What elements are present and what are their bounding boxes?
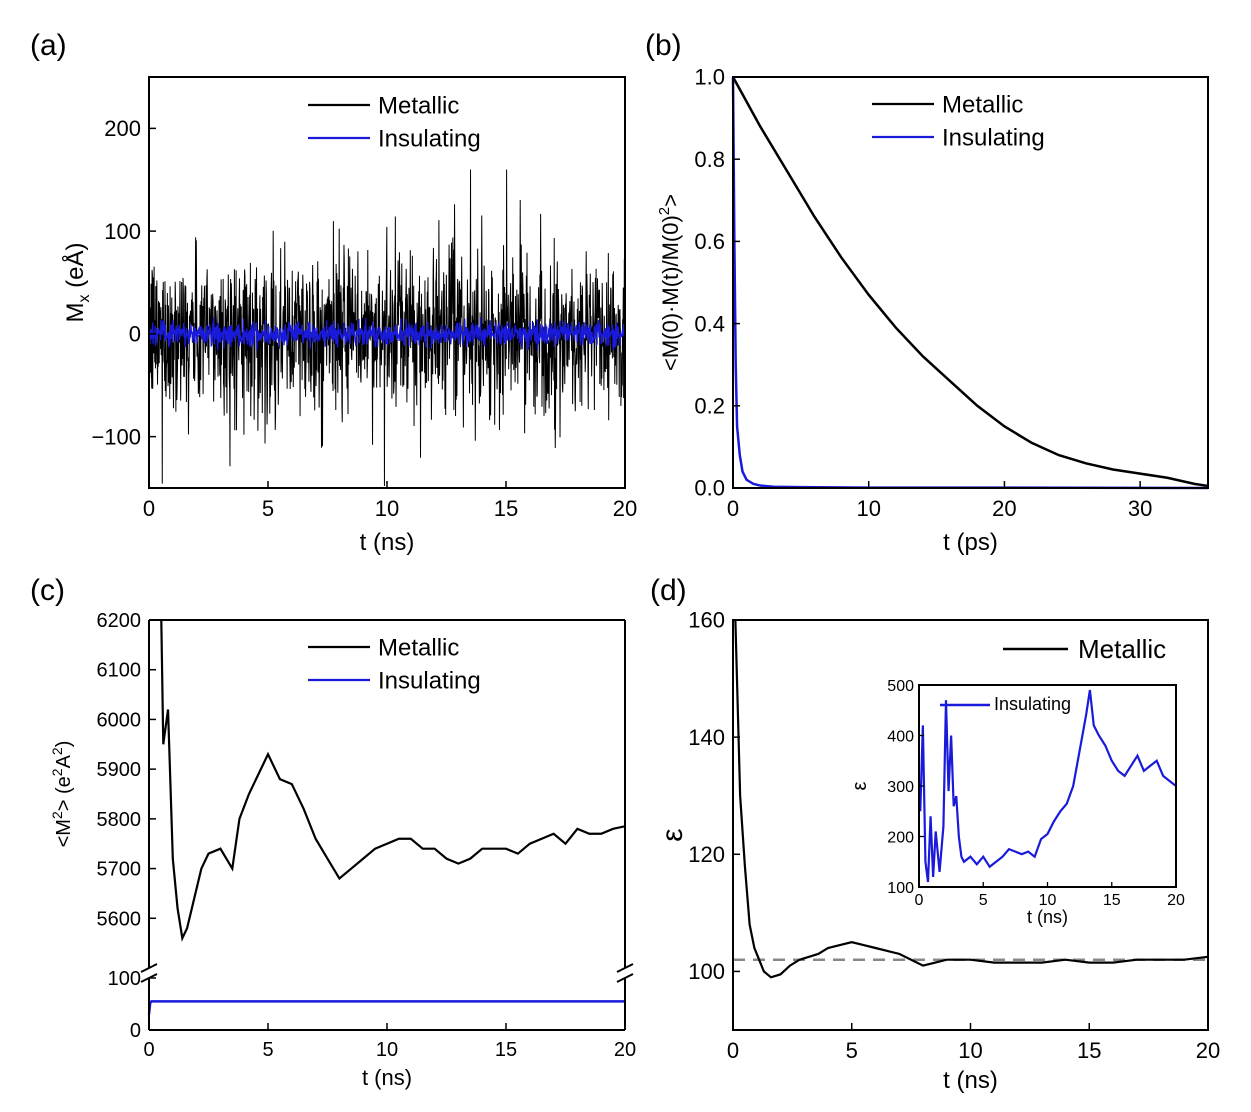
inset-background <box>919 685 1176 887</box>
x-axis-label-a: t (ns) <box>360 529 415 556</box>
a-y-tick-label: −100 <box>91 424 141 449</box>
c-x-tick-label: 20 <box>614 1039 636 1061</box>
c-legend-label-insulating: Insulating <box>378 667 481 694</box>
c-upper-y-tick-label: 5900 <box>97 759 142 781</box>
b-legend-label-insulating: Insulating <box>942 124 1045 151</box>
x-axis-label-d: t (ns) <box>943 1067 998 1094</box>
inset-y-tick-label: 500 <box>887 678 914 695</box>
a-y-tick-label: 100 <box>104 219 141 244</box>
c-lower-y-tick-label: 0 <box>130 1020 141 1042</box>
a-y-tick-label: 200 <box>104 116 141 141</box>
a-y-tick-label: 0 <box>129 322 141 347</box>
series-metallic-a <box>149 169 625 486</box>
plot-area-c: 0 5 10 15 20 5600 5700 5800 5900 6000 6100 6200 0 100… <box>49 610 636 1090</box>
inset-legend-label-insulating: Insulating <box>994 694 1071 714</box>
c-x-tick-label: 0 <box>143 1039 154 1061</box>
series-insulating-c <box>147 1000 625 1015</box>
b-legend-label-metallic: Metallic <box>942 91 1023 118</box>
c-upper-y-tick-label: 6000 <box>97 709 142 731</box>
a-legend-label-insulating: Insulating <box>378 125 481 152</box>
inset-x-tick-label: 10 <box>1039 892 1057 909</box>
b-y-tick-label: 1.0 <box>694 65 725 90</box>
y-axis-label-b: <M(0)·M(t)/M(0)2> <box>656 194 683 371</box>
a-x-tick-label: 5 <box>262 496 274 521</box>
c-upper-y-tick-label: 6100 <box>97 660 142 682</box>
c-upper-y-tick-label: 6200 <box>97 610 142 632</box>
panel-label-b: (b) <box>645 29 682 62</box>
inset-x-tick-label: 5 <box>979 892 988 909</box>
inset-y-tick-label: 400 <box>887 729 914 746</box>
b-y-tick-label: 0.8 <box>694 147 725 172</box>
x-axis-label-c: t (ns) <box>362 1065 412 1090</box>
a-x-tick-label: 15 <box>494 496 518 521</box>
b-x-tick-label: 0 <box>727 496 739 521</box>
d-x-tick-label: 10 <box>958 1038 982 1063</box>
b-x-tick-label: 20 <box>992 496 1016 521</box>
panel-label-a: (a) <box>30 29 67 62</box>
inset-y-tick-label: 200 <box>887 830 914 847</box>
x-axis-label-b: t (ps) <box>943 529 998 556</box>
d-x-tick-label: 5 <box>846 1038 858 1063</box>
inset-x-tick-label: 15 <box>1103 892 1121 909</box>
b-x-tick-label: 10 <box>856 496 880 521</box>
c-upper-y-tick-label: 5600 <box>97 908 142 930</box>
plot-area-d: 0 5 10 15 20 100 120 140 160 t (ns) ε Metallic 0 5 10 1… <box>656 608 1220 1094</box>
a-x-tick-label: 20 <box>613 496 637 521</box>
b-y-tick-label: 0.6 <box>694 229 725 254</box>
inset-y-tick-label: 300 <box>887 779 914 796</box>
b-axes-frame <box>732 76 1209 489</box>
d-x-tick-label: 15 <box>1077 1038 1101 1063</box>
d-x-tick-label: 0 <box>727 1038 739 1063</box>
plot-area-b: 0 10 20 30 0.0 0.2 0.4 0.6 0.8 1.0 t (ps) <M(0)·M(t… <box>656 65 1209 556</box>
a-legend-label-metallic: Metallic <box>378 92 459 119</box>
d-x-tick-label: 20 <box>1196 1038 1220 1063</box>
d-y-tick-label: 160 <box>688 608 725 633</box>
y-axis-label-c: <M2> (e2A2) <box>49 741 75 848</box>
d-y-tick-label: 120 <box>688 842 725 867</box>
c-legend-label-metallic: Metallic <box>378 634 459 661</box>
y-axis-label-d: ε <box>656 828 689 841</box>
d-y-tick-label: 140 <box>688 725 725 750</box>
series-insulating-inset <box>919 689 1176 883</box>
series-metallic-d <box>734 620 1208 979</box>
inset-y-tick-label: 100 <box>887 880 914 897</box>
c-break-mark-1-b <box>616 973 634 983</box>
inset-x-axis-label: t (ns) <box>1027 907 1068 927</box>
panel-label-c: (c) <box>30 574 65 607</box>
panel-b: (b) 0 10 20 30 0.0 0.2 0.4 0.6 0.8 1.0 t (ps) <M(0)… <box>645 29 1209 556</box>
c-x-tick-label: 15 <box>495 1039 517 1061</box>
plot-area-a: 0 5 10 15 20 −100 0 100 200 t (ns) Mx (eÅ) Metallic… <box>61 76 637 556</box>
a-x-tick-label: 0 <box>143 496 155 521</box>
c-break-mark-1-a <box>616 963 634 973</box>
c-upper-y-tick-label: 5700 <box>97 859 142 881</box>
d-y-tick-label: 100 <box>688 959 725 984</box>
panel-c: (c) 0 5 10 15 20 5600 5700 5800 5900 6000 6100 6200… <box>30 574 636 1090</box>
c-break-mark-0-a <box>140 963 158 973</box>
inset-x-tick-label: 20 <box>1167 892 1185 909</box>
series-metallic-b <box>731 76 1209 488</box>
b-y-tick-label: 0.4 <box>694 311 725 336</box>
c-lower-y-tick-label: 100 <box>108 968 141 990</box>
series-metallic-c <box>160 620 625 942</box>
b-y-tick-label: 0.2 <box>694 394 725 419</box>
c-x-tick-label: 5 <box>262 1039 273 1061</box>
c-x-tick-label: 10 <box>376 1039 398 1061</box>
y-axis-label-a: Mx (eÅ) <box>61 242 93 322</box>
b-y-tick-label: 0.0 <box>694 476 725 501</box>
b-x-tick-label: 30 <box>1128 496 1152 521</box>
panel-a: (a) 0 5 10 15 20 −100 0 100 200 t (ns) Mx (eÅ) Meta… <box>30 29 637 556</box>
series-insulating-a <box>149 317 625 351</box>
d-legend-label-metallic: Metallic <box>1078 634 1166 664</box>
inset-x-tick-label: 0 <box>915 892 924 909</box>
inset-y-axis-label: ε <box>849 781 871 790</box>
c-upper-y-tick-label: 5800 <box>97 809 142 831</box>
panel-label-d: (d) <box>650 574 687 607</box>
a-x-tick-label: 10 <box>375 496 399 521</box>
